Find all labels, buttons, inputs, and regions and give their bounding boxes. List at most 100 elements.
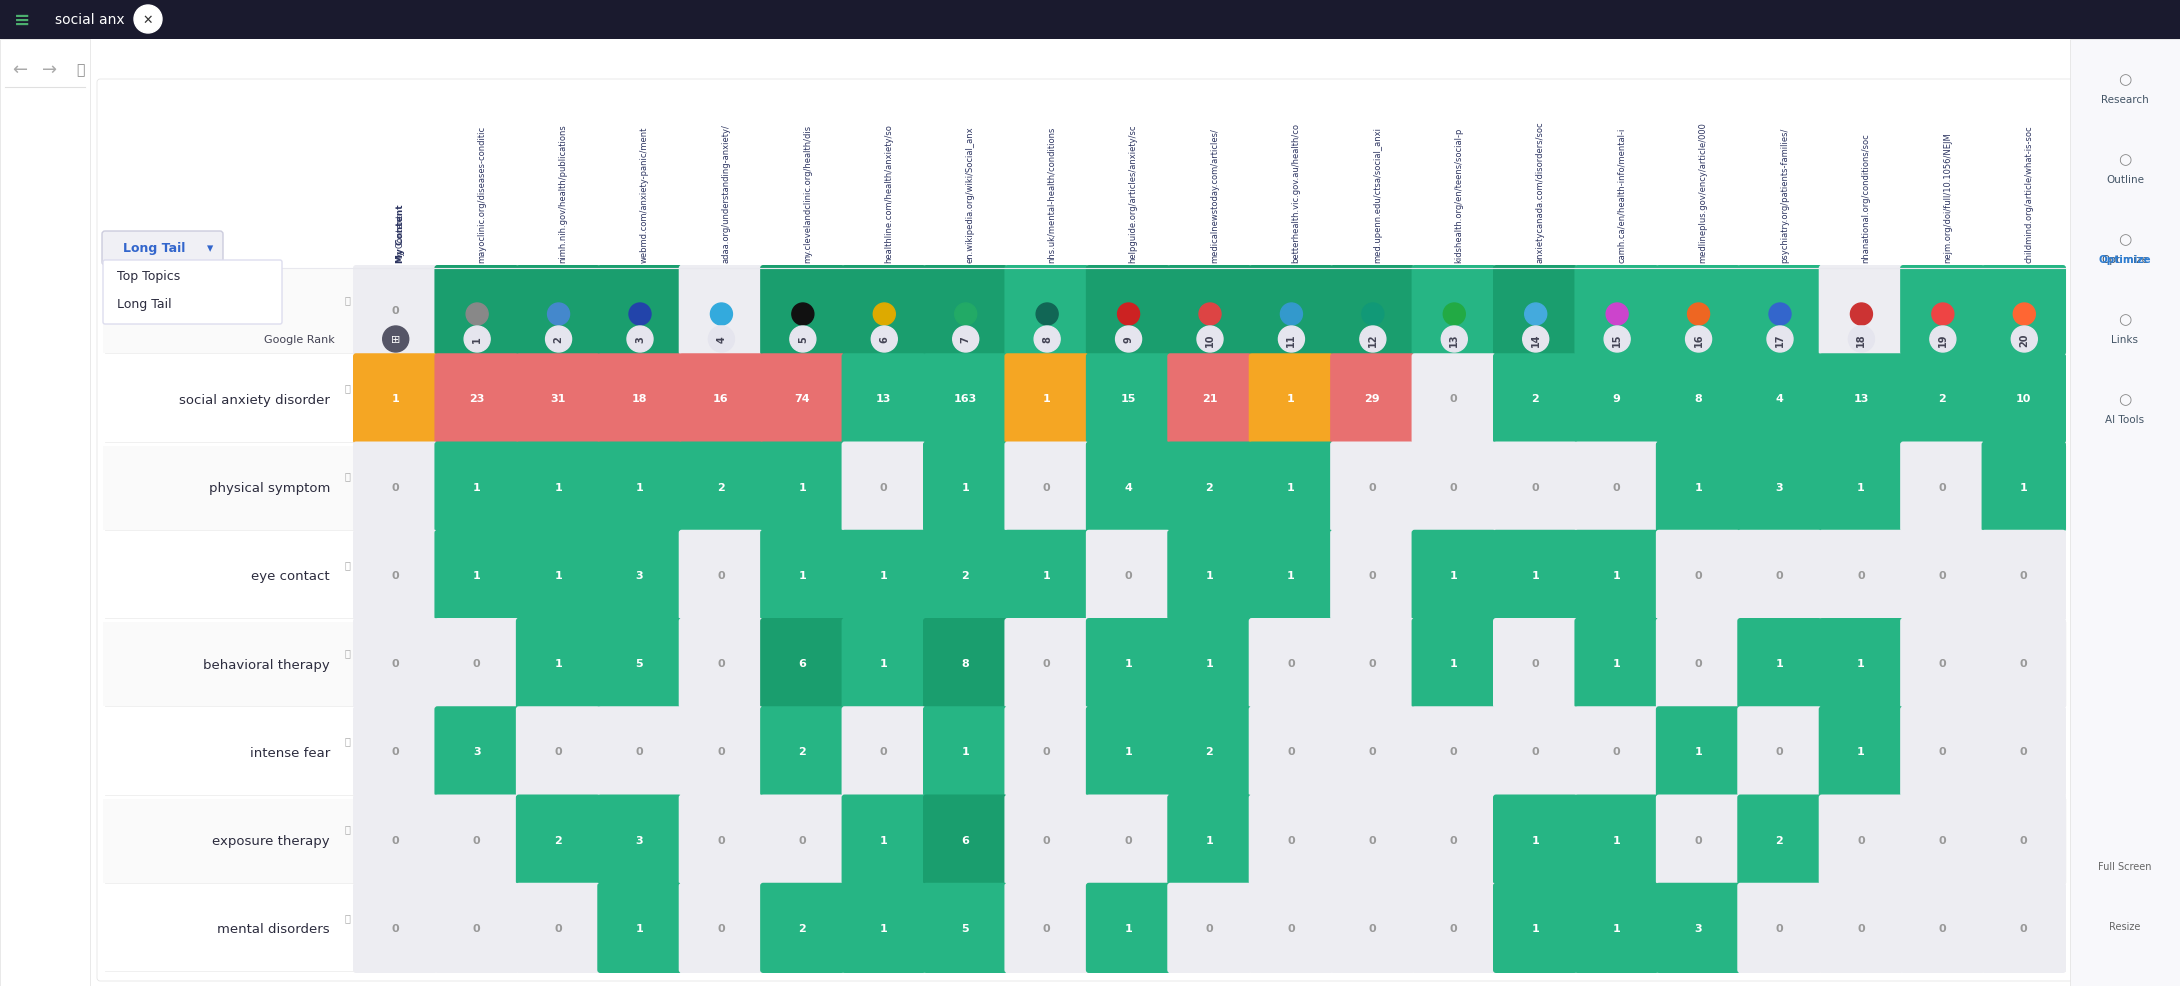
- FancyBboxPatch shape: [1657, 530, 1740, 620]
- FancyBboxPatch shape: [1086, 354, 1171, 444]
- Text: mental disorders: mental disorders: [218, 923, 329, 936]
- FancyBboxPatch shape: [1574, 266, 1659, 356]
- FancyBboxPatch shape: [1737, 442, 1822, 532]
- Text: 0: 0: [1369, 746, 1376, 756]
- Circle shape: [872, 326, 898, 353]
- Text: My Content: My Content: [397, 214, 405, 262]
- Text: 0: 0: [554, 923, 562, 933]
- FancyBboxPatch shape: [1330, 882, 1415, 973]
- Text: 0: 0: [1450, 482, 1458, 492]
- FancyBboxPatch shape: [1166, 795, 1251, 884]
- FancyBboxPatch shape: [1166, 618, 1251, 709]
- Text: 10: 10: [2016, 394, 2032, 404]
- Text: 0: 0: [1450, 923, 1458, 933]
- FancyBboxPatch shape: [1086, 707, 1171, 797]
- FancyBboxPatch shape: [597, 266, 682, 356]
- Text: 2: 2: [961, 570, 970, 581]
- Text: 0: 0: [1042, 659, 1051, 669]
- FancyBboxPatch shape: [761, 707, 844, 797]
- FancyBboxPatch shape: [761, 795, 844, 884]
- Text: ≡: ≡: [13, 11, 31, 30]
- FancyBboxPatch shape: [1166, 530, 1251, 620]
- FancyBboxPatch shape: [1249, 530, 1334, 620]
- Text: 0: 0: [2021, 923, 2027, 933]
- Text: ⧉: ⧉: [344, 295, 351, 305]
- Text: med.upenn.edu/ctsa/social_anxi: med.upenn.edu/ctsa/social_anxi: [1373, 127, 1382, 262]
- Text: 0: 0: [1694, 659, 1703, 669]
- FancyBboxPatch shape: [434, 354, 519, 444]
- Text: 0: 0: [1694, 835, 1703, 845]
- Circle shape: [1036, 304, 1057, 325]
- Text: 12: 12: [1367, 333, 1378, 346]
- FancyBboxPatch shape: [1086, 795, 1171, 884]
- Polygon shape: [102, 622, 2067, 707]
- Text: ○: ○: [2119, 72, 2132, 88]
- FancyBboxPatch shape: [96, 80, 2073, 981]
- Text: 1: 1: [1450, 306, 1458, 316]
- FancyBboxPatch shape: [1982, 530, 2067, 620]
- FancyBboxPatch shape: [1901, 530, 1984, 620]
- Circle shape: [133, 6, 161, 34]
- Text: 1: 1: [1286, 482, 1295, 492]
- Text: 1: 1: [1613, 835, 1620, 845]
- Polygon shape: [0, 0, 2180, 40]
- FancyBboxPatch shape: [841, 707, 926, 797]
- Text: Outline: Outline: [2106, 175, 2143, 184]
- FancyBboxPatch shape: [1982, 354, 2067, 444]
- Text: 8: 8: [961, 659, 970, 669]
- FancyBboxPatch shape: [1249, 354, 1334, 444]
- FancyBboxPatch shape: [1737, 618, 1822, 709]
- Text: 0: 0: [717, 835, 724, 845]
- FancyBboxPatch shape: [678, 354, 763, 444]
- Text: My Content: My Content: [397, 204, 405, 262]
- Text: 18: 18: [632, 394, 647, 404]
- Polygon shape: [102, 446, 2067, 530]
- FancyBboxPatch shape: [1330, 618, 1415, 709]
- Text: 9: 9: [961, 306, 970, 316]
- Text: 9: 9: [1613, 394, 1620, 404]
- Circle shape: [2014, 304, 2036, 325]
- Text: 0: 0: [717, 570, 724, 581]
- Circle shape: [1033, 326, 1059, 353]
- FancyBboxPatch shape: [1901, 795, 1984, 884]
- Circle shape: [711, 304, 732, 325]
- Text: 0: 0: [473, 835, 480, 845]
- Polygon shape: [102, 799, 2067, 882]
- Text: ⧉: ⧉: [344, 823, 351, 834]
- Text: 0: 0: [1042, 923, 1051, 933]
- Circle shape: [1851, 304, 1873, 325]
- Text: 0: 0: [798, 835, 807, 845]
- FancyBboxPatch shape: [922, 795, 1007, 884]
- Text: →: →: [41, 61, 57, 79]
- Text: ⧉: ⧉: [344, 912, 351, 922]
- Text: 18: 18: [1857, 333, 1866, 346]
- Text: 1: 1: [1777, 306, 1783, 316]
- Text: 2: 2: [554, 835, 562, 845]
- FancyBboxPatch shape: [1982, 442, 2067, 532]
- FancyBboxPatch shape: [1086, 530, 1171, 620]
- FancyBboxPatch shape: [1166, 882, 1251, 973]
- FancyBboxPatch shape: [353, 442, 438, 532]
- Circle shape: [1277, 326, 1304, 353]
- Circle shape: [467, 304, 488, 325]
- Circle shape: [1687, 304, 1709, 325]
- FancyBboxPatch shape: [1818, 266, 1903, 356]
- Text: 0: 0: [392, 659, 399, 669]
- Text: nhs.uk/mental-health/conditions: nhs.uk/mental-health/conditions: [1046, 126, 1055, 262]
- Text: ⬛: ⬛: [76, 63, 85, 77]
- FancyBboxPatch shape: [1818, 530, 1903, 620]
- Text: ○: ○: [2119, 233, 2132, 247]
- Text: 31: 31: [549, 394, 567, 404]
- Text: AI Tools: AI Tools: [2106, 414, 2145, 425]
- FancyBboxPatch shape: [678, 530, 763, 620]
- FancyBboxPatch shape: [1493, 618, 1578, 709]
- FancyBboxPatch shape: [1493, 795, 1578, 884]
- Text: 1: 1: [1613, 923, 1620, 933]
- FancyBboxPatch shape: [678, 707, 763, 797]
- FancyBboxPatch shape: [1086, 266, 1171, 356]
- FancyBboxPatch shape: [517, 354, 600, 444]
- FancyBboxPatch shape: [1413, 442, 1495, 532]
- Text: 1: 1: [1450, 659, 1458, 669]
- Text: 17: 17: [1121, 306, 1136, 316]
- Text: 13: 13: [1853, 394, 1868, 404]
